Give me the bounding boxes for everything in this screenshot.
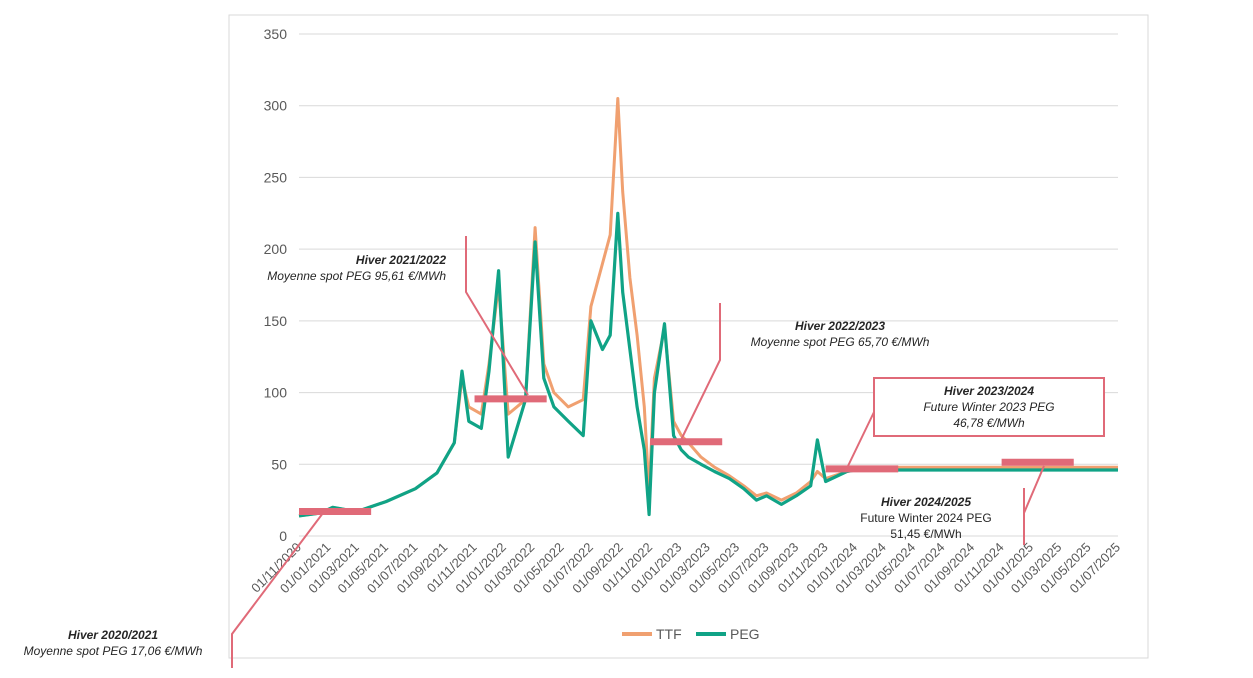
annotation-leader-line-0: [231, 512, 324, 668]
y-tick-label: 150: [264, 313, 288, 329]
annotation-leader-line-2: [680, 303, 721, 441]
annotation-winter-2023-2024: Hiver 2023/2024 Future Winter 2023 PEG 4…: [873, 377, 1105, 437]
annotation-text: Moyenne spot PEG 17,06 €/MWh: [23, 644, 203, 658]
series-line-peg: [298, 211, 1118, 518]
annotation-winter-2021-2022: Hiver 2021/2022 Moyenne spot PEG 95,61 €…: [246, 252, 446, 284]
y-tick-label: 350: [264, 26, 288, 42]
y-tick-label: 200: [264, 241, 288, 257]
y-tick-label: 100: [264, 385, 288, 401]
series-lines: [298, 97, 1118, 518]
annotation-leader-line-5: [1023, 465, 1045, 514]
annotation-winter-2022-2023: Hiver 2022/2023 Moyenne spot PEG 65,70 €…: [738, 318, 942, 350]
annotation-value: 46,78 €/MWh: [953, 416, 1025, 430]
y-axis-ticks: 0 50 100 150 200 250 300 350: [264, 26, 288, 544]
annotation-text: Future Winter 2023 PEG: [923, 400, 1055, 414]
y-tick-label: 300: [264, 98, 288, 114]
chart-frame: [228, 14, 1149, 659]
annotation-text: Future Winter 2024 PEG: [860, 511, 992, 525]
annotation-text: Moyenne spot PEG 95,61 €/MWh: [267, 269, 446, 283]
annotation-leaders: [231, 236, 1045, 668]
annotation-value: 51,45 €/MWh: [890, 527, 962, 541]
annotation-winter-2024-2025: Hiver 2024/2025 Future Winter 2024 PEG 5…: [836, 494, 1016, 542]
annotation-title: Hiver 2022/2023: [794, 319, 886, 333]
y-tick-label: 250: [264, 169, 288, 185]
annotation-winter-2020-2021: Hiver 2020/2021 Moyenne spot PEG 17,06 €…: [6, 627, 220, 659]
gridlines: [299, 33, 1118, 537]
y-tick-label: 0: [279, 528, 287, 544]
annotation-text: Moyenne spot PEG 65,70 €/MWh: [750, 335, 930, 349]
annotation-title: Hiver 2020/2021: [67, 628, 159, 642]
legend: TTF PEG: [622, 626, 760, 642]
y-tick-label: 50: [271, 456, 287, 472]
winter-average-bars: [299, 395, 1074, 516]
annotation-leader-line-1: [465, 236, 529, 396]
legend-label-peg: PEG: [730, 626, 760, 642]
annotation-title: Hiver 2024/2025: [880, 495, 972, 509]
annotation-title: Hiver 2021/2022: [355, 253, 446, 267]
annotation-title: Hiver 2023/2024: [943, 384, 1035, 398]
annotation-leader-line-3: [847, 409, 876, 467]
legend-label-ttf: TTF: [656, 626, 682, 642]
